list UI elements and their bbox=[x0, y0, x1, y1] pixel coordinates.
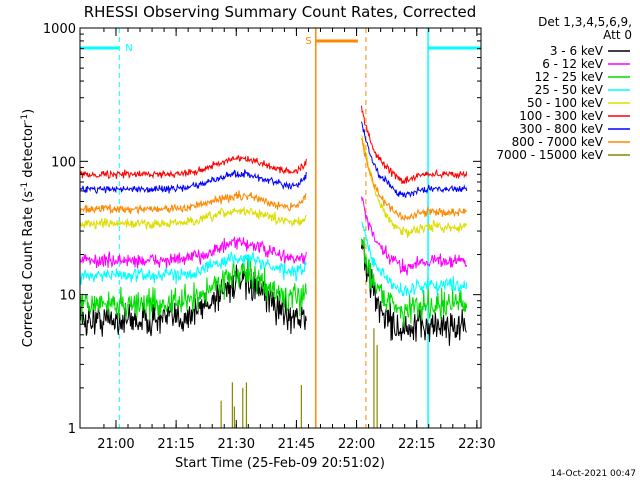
y-axis: 1 10 100 1000 bbox=[43, 22, 481, 437]
legend-label: 800 - 7000 keV bbox=[512, 135, 604, 149]
series-1 bbox=[80, 196, 468, 276]
x-tick-label: 22:15 bbox=[398, 437, 435, 452]
series-7 bbox=[80, 137, 468, 221]
series-line bbox=[361, 135, 468, 238]
series-line bbox=[80, 190, 307, 215]
saa-label: S bbox=[305, 36, 311, 47]
legend-label: 6 - 12 keV bbox=[542, 57, 604, 71]
legend-label: 25 - 50 keV bbox=[535, 83, 604, 97]
chart-title: RHESSI Observing Summary Count Rates, Co… bbox=[84, 3, 477, 21]
series-5 bbox=[80, 105, 468, 184]
x-tick-label: 21:15 bbox=[157, 437, 194, 452]
legend-header-line1: Det 1,3,4,5,6,9, bbox=[538, 15, 632, 29]
series-line bbox=[361, 137, 468, 221]
series-line bbox=[80, 236, 307, 271]
x-tick-label: 21:00 bbox=[97, 437, 134, 452]
x-tick-label: 21:30 bbox=[218, 437, 255, 452]
series-2 bbox=[80, 236, 468, 328]
series-line bbox=[80, 169, 307, 195]
series-3 bbox=[80, 221, 468, 297]
x-tick-label: 22:30 bbox=[458, 437, 495, 452]
legend-label: 7000 - 15000 keV bbox=[496, 148, 603, 162]
legend-header-line2: Att 0 bbox=[603, 28, 632, 42]
series-line bbox=[80, 154, 307, 180]
x-axis-label: Start Time (25-Feb-09 20:51:02) bbox=[175, 456, 385, 471]
legend-label: 50 - 100 keV bbox=[527, 96, 604, 110]
series-line bbox=[361, 236, 468, 328]
series-4 bbox=[80, 135, 468, 238]
legend-label: 3 - 6 keV bbox=[550, 44, 604, 58]
legend-label: 300 - 800 keV bbox=[519, 122, 603, 136]
series-line bbox=[80, 254, 307, 322]
series-line bbox=[361, 196, 468, 276]
legend-label: 12 - 25 keV bbox=[535, 70, 604, 84]
y-tick-label: 10 bbox=[59, 289, 76, 304]
x-tick-label: 22:00 bbox=[338, 437, 375, 452]
series-8 bbox=[220, 328, 378, 428]
legend-label: 100 - 300 keV bbox=[519, 109, 603, 123]
series-line bbox=[361, 105, 468, 184]
y-tick-label: 100 bbox=[51, 155, 76, 170]
y-tick-label: 1000 bbox=[43, 22, 76, 37]
series-line bbox=[361, 239, 467, 346]
plot-area: NS bbox=[80, 28, 481, 428]
x-axis: 21:00 21:15 21:30 21:45 22:00 22:15 22:30 bbox=[97, 28, 496, 452]
y-tick-label: 1 bbox=[68, 422, 76, 437]
series-line bbox=[80, 207, 307, 230]
plot-frame bbox=[79, 27, 482, 429]
series-line bbox=[80, 250, 307, 285]
series-line bbox=[361, 121, 468, 199]
timestamp: 14-Oct-2021 00:47 bbox=[551, 469, 636, 479]
series-line bbox=[361, 221, 468, 297]
y-axis-label: Corrected Count Rate (s-1 detector-1) bbox=[20, 109, 36, 347]
series-6 bbox=[80, 121, 468, 199]
x-tick-label: 21:45 bbox=[278, 437, 315, 452]
night-label: N bbox=[125, 43, 132, 54]
